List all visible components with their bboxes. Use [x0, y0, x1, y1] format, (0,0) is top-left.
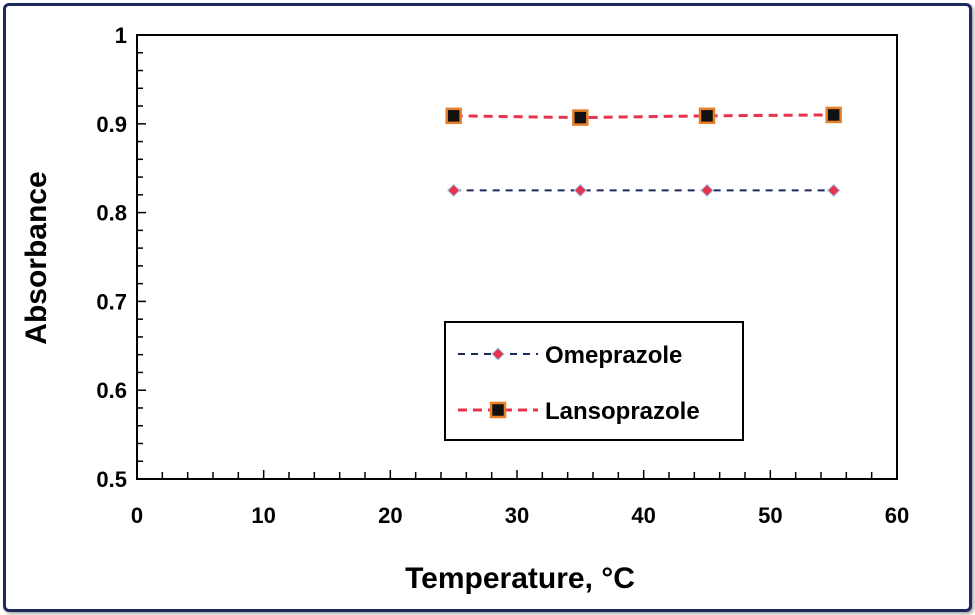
- legend: Omeprazole Lansoprazole: [444, 321, 744, 441]
- data-point: [445, 107, 462, 125]
- data-point: [573, 183, 588, 198]
- legend-marker: [489, 401, 507, 419]
- data-point: [446, 183, 461, 198]
- x-tick-label: 0: [131, 503, 143, 528]
- x-tick-label: 60: [885, 503, 909, 528]
- y-tick-label: 0.7: [96, 289, 127, 314]
- tick-marks: [136, 34, 898, 480]
- chart-frame: [3, 3, 972, 612]
- legend-marker: [491, 347, 505, 361]
- data-point: [698, 107, 716, 125]
- y-tick-label: 1: [115, 23, 127, 48]
- x-tick-label: 20: [378, 503, 402, 528]
- series-line: [453, 113, 834, 120]
- x-tick-label: 10: [251, 503, 275, 528]
- y-tick-label: 0.9: [96, 112, 127, 137]
- x-tick-label: 30: [505, 503, 529, 528]
- y-tick-label: 0.5: [96, 467, 127, 492]
- series-omeprazole: [446, 183, 841, 198]
- legend-box: [444, 321, 744, 441]
- y-tick-label: 0.6: [96, 378, 127, 403]
- data-point: [825, 106, 842, 124]
- tick-labels: 0 10 20 30 40 50 60 0.5 0.6 0.7 0.8 0.9 1: [96, 23, 909, 528]
- data-point: [572, 109, 589, 126]
- series-layer: [445, 106, 842, 198]
- series-lansoprazole: [445, 106, 842, 126]
- x-tick-label: 40: [631, 503, 655, 528]
- y-axis-title: Absorbance: [20, 171, 53, 344]
- data-point: [700, 183, 714, 198]
- legend-label: Omeprazole: [545, 342, 682, 369]
- x-tick-label: 50: [758, 503, 782, 528]
- y-tick-label: 0.8: [96, 201, 127, 226]
- data-point: [826, 183, 841, 198]
- legend-label: Lansoprazole: [545, 398, 700, 425]
- x-axis-title: Temperature, °C: [405, 562, 635, 595]
